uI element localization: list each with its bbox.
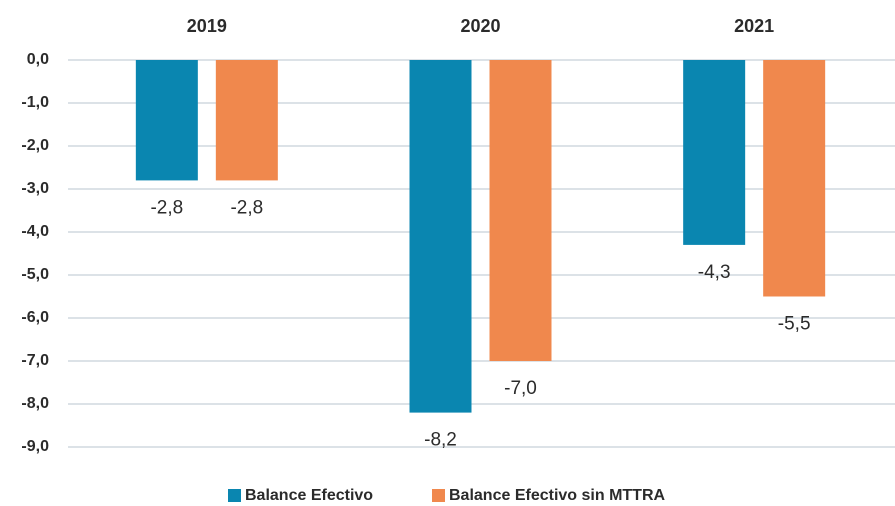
legend-label: Balance Efectivo [245, 487, 373, 504]
y-tick-label: -4,0 [21, 223, 49, 240]
bar [135, 60, 198, 181]
value-label: -8,2 [424, 430, 457, 451]
y-tick-label: -8,0 [21, 395, 49, 412]
y-tick-label: -3,0 [21, 180, 49, 197]
y-tick-label: 0,0 [27, 51, 49, 68]
value-label: -2,8 [230, 197, 263, 218]
y-tick-label: -7,0 [21, 352, 49, 369]
legend-label: Balance Efectivo sin MTTRA [449, 487, 665, 504]
value-label: -4,3 [698, 262, 731, 283]
bar [215, 60, 278, 181]
y-tick-label: -9,0 [21, 438, 49, 455]
legend-swatch [228, 489, 241, 502]
x-tick-label: 2019 [187, 16, 227, 36]
x-tick-label: 2020 [460, 16, 500, 36]
bar [409, 60, 472, 413]
y-tick-label: -6,0 [21, 309, 49, 326]
bar [683, 60, 746, 245]
y-tick-label: -2,0 [21, 137, 49, 154]
legend-swatch [432, 489, 445, 502]
y-tick-label: -1,0 [21, 94, 49, 111]
y-tick-label: -5,0 [21, 266, 49, 283]
value-label: -7,0 [504, 378, 537, 399]
bar [763, 60, 826, 297]
bar [489, 60, 552, 361]
x-tick-label: 2021 [734, 16, 774, 36]
value-label: -2,8 [150, 197, 183, 218]
value-label: -5,5 [778, 314, 811, 335]
